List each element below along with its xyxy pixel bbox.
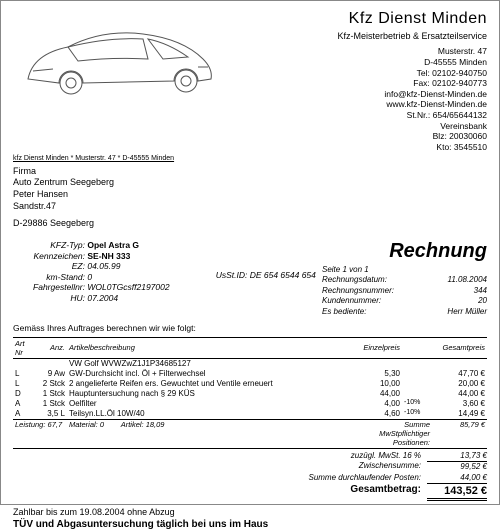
veh-ez-val: 04.05.99 [87, 261, 120, 271]
th-total: Gesamtpreis [432, 337, 487, 358]
items-table: Art Nr Anz. Artikelbeschreibung Einzelpr… [13, 337, 487, 449]
doc-cust-lbl: Kundennummer: [322, 296, 381, 306]
veh-ez-lbl: EZ: [13, 261, 85, 272]
grand-val: 143,52 € [427, 483, 487, 501]
recipient-block: Firma Auto Zentrum Seegeberg Peter Hanse… [13, 166, 487, 230]
leistung-m: Material: 0 [69, 420, 104, 429]
doc-title: Rechnung [322, 240, 487, 263]
recipient-l5: D-29886 Seegeberg [13, 218, 487, 230]
totals-block: zuzügl. MwSt. 16 %13,73 € Zwischensumme:… [13, 451, 487, 501]
company-email: info@kfz-Dienst-Minden.de [337, 89, 487, 100]
items-header-row: Art Nr Anz. Artikelbeschreibung Einzelpr… [13, 337, 487, 358]
veh-km-val: 0 [87, 272, 92, 282]
doc-date-lbl: Rechnungsdatum: [322, 275, 387, 285]
subtotal-val: 85,79 € [432, 419, 487, 448]
leistung-a: Artikel: 18,09 [121, 420, 165, 429]
leistung-row: Leistung: 67,7 Material: 0 Artikel: 18,0… [13, 419, 487, 448]
th-art: Art Nr [13, 337, 35, 358]
item-row: L2 Stck2 angelieferte Reifen ers. Gewuch… [13, 379, 487, 389]
doc-num-lbl: Rechnungsnummer: [322, 286, 394, 296]
recipient-l3: Peter Hansen [13, 189, 487, 201]
durch-lbl: Summe durchlaufender Posten: [308, 473, 427, 483]
zw-val: 99,52 € [427, 461, 487, 472]
doc-cust-val: 20 [478, 296, 487, 306]
grand-lbl: Gesamtbetrag: [350, 483, 427, 501]
vehicle-details: KFZ-Typ: Opel Astra G Kennzeichen: SE-NH… [13, 240, 170, 317]
item-row: A1 StckOelfilter4,00-10%3,60 € [13, 399, 487, 409]
mwst-lbl: zuzügl. MwSt. 16 % [351, 451, 427, 461]
veh-fg-val: WOL0TGcsff2197002 [87, 282, 169, 292]
company-name: Kfz Dienst Minden [337, 9, 487, 29]
doc-title-block: Rechnung Seite 1 von 1 Rechnungsdatum: 11… [322, 240, 487, 317]
veh-kenn-lbl: Kennzeichen: [13, 251, 85, 262]
zw-lbl: Zwischensumme: [359, 461, 427, 472]
doc-date-val: 11.08.2004 [448, 275, 487, 285]
company-stnr: St.Nr.: 654/65644132 [337, 110, 487, 121]
payment-terms: Zahlbar bis zum 19.08.2004 ohne Abzug [13, 507, 487, 517]
company-block: Kfz Dienst Minden Kfz-Meisterbetrieb & E… [337, 9, 487, 153]
company-subtitle: Kfz-Meisterbetrieb & Ersatzteilservice [337, 31, 487, 42]
veh-kenn-val: SE-NH 333 [87, 251, 130, 261]
veh-hu-lbl: HU: [13, 293, 85, 304]
veh-hu-val: 07.2004 [87, 293, 118, 303]
header: Kfz Dienst Minden Kfz-Meisterbetrieb & E… [13, 9, 487, 153]
company-blz: Blz: 20030060 [337, 131, 487, 142]
company-web: www.kfz-Dienst-Minden.de [337, 99, 487, 110]
footer-note: TÜV und Abgasuntersuchung täglich bei un… [13, 519, 487, 530]
company-fax: Fax: 02102-940773 [337, 78, 487, 89]
th-qty: Anz. [35, 337, 67, 358]
company-city: D-45555 Minden [337, 57, 487, 68]
doc-page: Seite 1 von 1 [322, 265, 369, 275]
veh-type-lbl: KFZ-Typ: [13, 240, 85, 251]
vehicle-and-doc: KFZ-Typ: Opel Astra G Kennzeichen: SE-NH… [13, 240, 487, 317]
mwst-val: 13,73 € [427, 451, 487, 461]
company-tel: Tel: 02102-940750 [337, 68, 487, 79]
sender-line: kfz Dienst Minden * Musterstr. 47 * D-45… [13, 155, 487, 162]
item-row: L9 AwGW-Durchsicht incl. Öl + Filterwech… [13, 369, 487, 379]
item-row: VW Golf WVWZwZ1J1P34685127 [13, 358, 487, 369]
veh-type-val: Opel Astra G [87, 240, 139, 250]
company-bank: Vereinsbank [337, 121, 487, 132]
recipient-l4: Sandstr.47 [13, 201, 487, 213]
veh-fg-lbl: Fahrgestellnr: [13, 282, 85, 293]
car-illustration [13, 9, 223, 153]
doc-meta: Seite 1 von 1 Rechnungsdatum:11.08.2004 … [322, 265, 487, 317]
th-unit: Einzelpreis [352, 337, 402, 358]
intro-text: Gemäss Ihres Auftrages berechnen wir wie… [13, 323, 487, 333]
recipient-l1: Firma [13, 166, 487, 178]
company-street: Musterstr. 47 [337, 46, 487, 57]
durch-val: 44,00 € [427, 473, 487, 483]
doc-num-val: 344 [474, 286, 487, 296]
item-row: A3,5 LTeilsyn.LL.Öl 10W/404,60-10%14,49 … [13, 409, 487, 420]
veh-km-lbl: km-Stand: [13, 272, 85, 283]
subtotal-lbl: Summe MwStpflichtiger Positionen: [352, 419, 432, 448]
doc-served-lbl: Es bediente: [322, 307, 366, 317]
ustid: UsSt.ID: DE 654 6544 654 [216, 270, 316, 317]
recipient-l2: Auto Zentrum Seegeberg [13, 177, 487, 189]
leistung-l: Leistung: 67,7 [13, 419, 67, 448]
company-kto: Kto: 3545510 [337, 142, 487, 153]
invoice-page: Kfz Dienst Minden Kfz-Meisterbetrieb & E… [0, 0, 500, 505]
th-desc: Artikelbeschreibung [67, 337, 352, 358]
item-row: D1 StckHauptuntersuchung nach § 29 KÜS44… [13, 389, 487, 399]
doc-served-val: Herr Müller [447, 307, 487, 317]
